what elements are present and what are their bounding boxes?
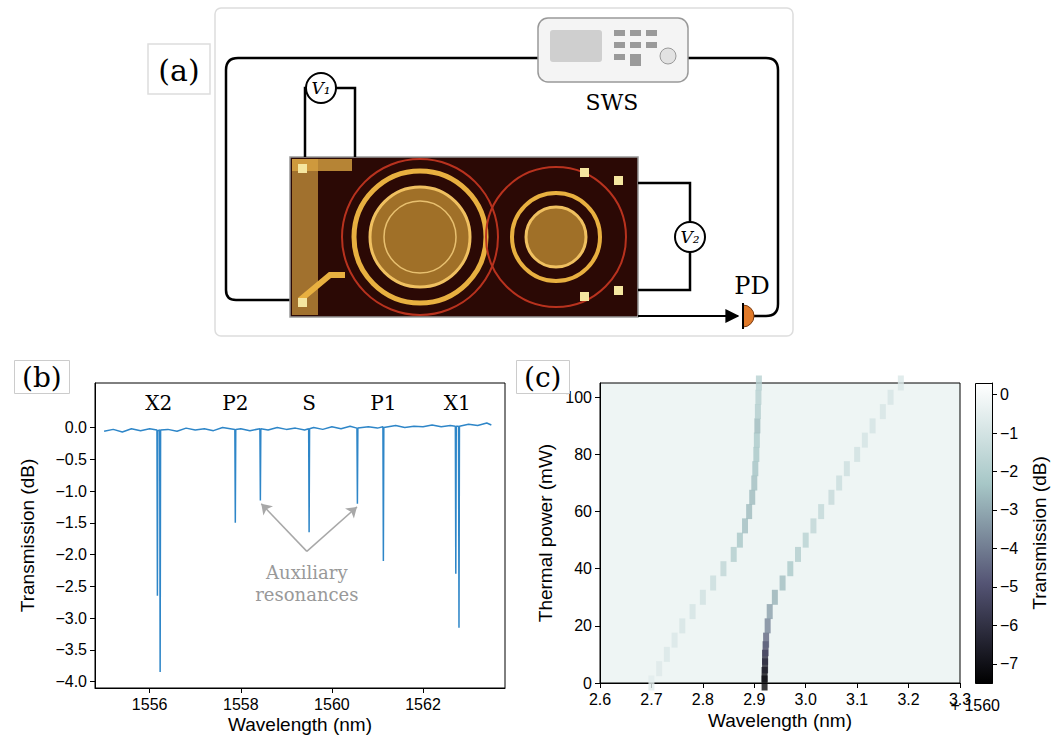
svg-text:2.8: 2.8 <box>692 691 714 708</box>
svg-text:−1.0: −1.0 <box>55 483 87 500</box>
svg-text:P2: P2 <box>222 391 248 415</box>
svg-text:PD: PD <box>734 272 769 300</box>
svg-text:1560: 1560 <box>314 696 350 713</box>
svg-text:3.2: 3.2 <box>897 691 919 708</box>
svg-text:2.6: 2.6 <box>589 691 611 708</box>
svg-text:100: 100 <box>565 388 592 406</box>
svg-text:−2: −2 <box>1000 463 1018 480</box>
svg-text:3.0: 3.0 <box>795 691 817 708</box>
svg-text:−2.5: −2.5 <box>55 578 87 595</box>
svg-text:80: 80 <box>574 446 592 463</box>
svg-text:0: 0 <box>1000 386 1009 403</box>
svg-text:−7: −7 <box>1000 655 1018 672</box>
svg-text:2.7: 2.7 <box>640 691 662 708</box>
svg-text:Wavelength (nm): Wavelength (nm) <box>708 710 852 731</box>
svg-text:−3.0: −3.0 <box>55 610 87 627</box>
svg-text:−3.5: −3.5 <box>55 641 87 658</box>
svg-text:Auxiliary: Auxiliary <box>265 562 348 583</box>
svg-text:V₁: V₁ <box>311 78 330 98</box>
svg-text:+ 1560: + 1560 <box>950 696 1000 714</box>
svg-text:60: 60 <box>574 503 592 520</box>
svg-text:0: 0 <box>583 675 592 692</box>
svg-text:X2: X2 <box>145 391 172 415</box>
svg-text:1558: 1558 <box>223 696 259 713</box>
svg-text:−1.5: −1.5 <box>55 514 87 531</box>
svg-text:−3: −3 <box>1000 501 1018 518</box>
svg-text:(a): (a) <box>158 53 199 88</box>
svg-text:P1: P1 <box>370 391 396 415</box>
svg-text:−6: −6 <box>1000 617 1018 634</box>
svg-text:(c): (c) <box>524 361 562 394</box>
svg-text:resonances: resonances <box>255 584 358 605</box>
svg-text:−1: −1 <box>1000 425 1018 442</box>
svg-text:20: 20 <box>574 617 592 634</box>
svg-text:−5: −5 <box>1000 578 1018 595</box>
svg-text:0.0: 0.0 <box>65 419 87 436</box>
svg-text:Transmission (dB): Transmission (dB) <box>1029 456 1050 609</box>
svg-text:1562: 1562 <box>405 696 441 713</box>
svg-text:(b): (b) <box>22 361 62 394</box>
svg-text:Wavelength (nm): Wavelength (nm) <box>228 714 372 735</box>
svg-text:X1: X1 <box>444 391 471 415</box>
svg-text:S: S <box>302 391 316 415</box>
svg-text:V₂: V₂ <box>680 227 699 247</box>
svg-text:−4: −4 <box>1000 540 1018 557</box>
svg-text:2.9: 2.9 <box>743 691 765 708</box>
svg-text:3.1: 3.1 <box>846 691 868 708</box>
svg-text:−0.5: −0.5 <box>55 451 87 468</box>
svg-text:Transmission (dB): Transmission (dB) <box>17 459 38 612</box>
svg-text:40: 40 <box>574 560 592 577</box>
svg-text:SWS: SWS <box>586 90 639 115</box>
svg-text:Thermal power (mW): Thermal power (mW) <box>535 444 556 622</box>
svg-text:3.3: 3.3 <box>949 691 971 708</box>
svg-text:1556: 1556 <box>132 696 168 713</box>
svg-text:−4.0: −4.0 <box>55 673 87 690</box>
svg-text:−2.0: −2.0 <box>55 546 87 563</box>
